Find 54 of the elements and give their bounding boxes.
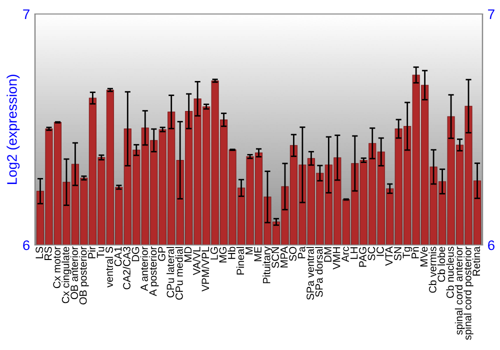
x-tick-label: DG [132,247,140,262]
x-tick-label: Retina [472,246,480,276]
x-tick-label: CPu medial [175,247,183,300]
x-tick-label: VPM/VPL [201,246,210,292]
x-tick-label: SPa ventral [306,247,314,300]
x-tick-label: spinal cord posterior [464,246,474,340]
x-tick-label: Pn [412,247,419,258]
x-tick-label: Cx cingulate [62,246,72,304]
x-tick-label: Pir [88,246,96,258]
x-tick-label: Hb [228,246,236,259]
x-tick-label: IC [376,246,384,256]
x-tick-label: Cb lobe [437,246,446,282]
x-tick-label: LS [36,246,44,258]
x-tick-label: spinal cord anterior [454,246,465,335]
x-tick-label: CA1 [114,246,122,266]
x-tick-label: Tu [96,247,104,258]
x-tick-label: LG [210,247,218,260]
y2-tick-label: 7 [488,9,494,20]
x-tick-label: LH [350,247,358,259]
x-tick-label: MD [184,246,192,262]
x-tick-label: Cb vermis [428,246,436,293]
x-tick-label: VTA [385,246,393,266]
x-tick-label: Pituitary [262,246,272,284]
x-tick-label: RS [44,246,52,260]
x-tick-label: MPA [280,246,288,268]
x-tick-label: OB posterior [79,246,89,304]
x-tick-label: MVe [420,246,428,266]
x-tick-label: VMH [332,247,340,270]
y-axis-title: Log2 (expression) [6,74,20,184]
x-tick-label: Cb nucleus [446,246,454,298]
x-tick-label: PAG [359,247,366,267]
x-tick-label: OB anterior [70,246,78,300]
x-tick-label: Arc [342,246,349,262]
x-tick-label: Pineal [236,247,244,274]
x-tick-label: MG [219,247,227,262]
x-tick-label: Cx motor [53,246,61,288]
x-tick-label: SO [289,246,297,261]
x-tick-label: A anterior [140,246,148,291]
x-tick-label: SPa dorsal [315,247,323,297]
x-tick-label: SCN [272,247,280,268]
x-tick-label: SN [394,247,402,260]
x-tick-label: ventral S [105,246,113,288]
x-tick-label: A posterior [149,246,159,296]
y2-tick-label: 6 [488,240,494,250]
x-tick-label: Pa [298,246,306,258]
x-tick-label: CPu lateral [166,247,174,298]
x-tick-label: GP [158,246,166,261]
x-tick-label: SC [368,246,376,260]
x-tick-label: CA2/CA3 [122,246,130,290]
x-tick-label: Tg [402,247,412,258]
x-tick-label: ME [254,246,262,262]
x-tick-label: VA/VL [192,246,200,276]
x-tick-label: DM [324,247,332,262]
x-tick-label: M [246,247,253,254]
